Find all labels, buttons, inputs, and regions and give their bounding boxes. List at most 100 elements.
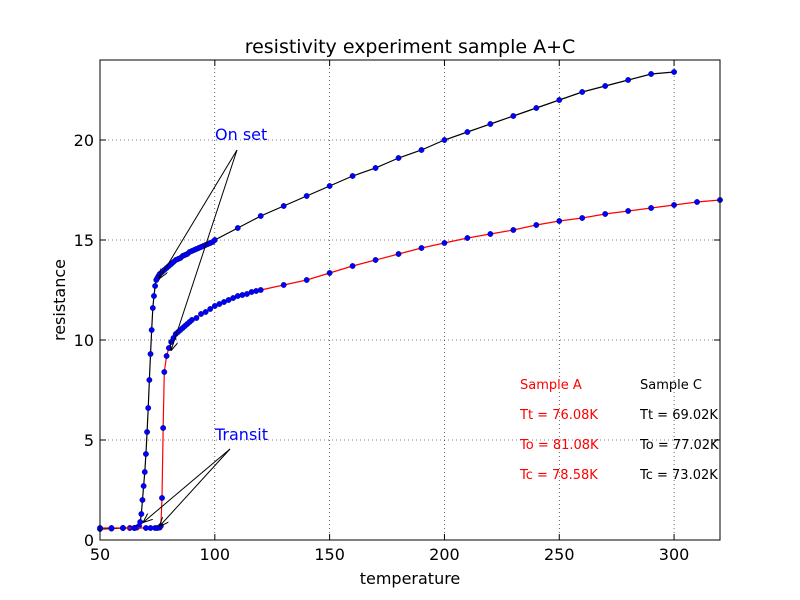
- y-tick-label: 10: [74, 331, 94, 350]
- data-point: [579, 89, 586, 95]
- sample-a-label: Sample A: [520, 378, 582, 393]
- data-point: [395, 251, 402, 257]
- data-point: [257, 213, 264, 219]
- data-point: [441, 240, 448, 246]
- data-point: [556, 97, 563, 103]
- y-axis-label: resistance: [50, 259, 69, 341]
- data-point: [151, 293, 157, 299]
- data-point: [139, 497, 146, 503]
- data-point: [152, 283, 159, 289]
- axis-ticks: 50 100 150 200 250 300 0 5 10 15 20: [74, 60, 720, 564]
- data-point: [234, 225, 241, 231]
- data-point: [464, 129, 471, 135]
- data-point: [144, 429, 150, 435]
- sample-c-to: To = 77.02K: [639, 438, 719, 453]
- data-point: [146, 377, 153, 383]
- data-point: [671, 69, 677, 75]
- data-point: [137, 519, 144, 525]
- data-point: [161, 369, 168, 375]
- data-point: [533, 222, 540, 228]
- data-point: [671, 202, 677, 208]
- y-tick-label: 0: [84, 531, 94, 550]
- data-point: [257, 287, 264, 293]
- data-point: [147, 351, 154, 357]
- series-1: [97, 197, 723, 531]
- data-point: [148, 327, 155, 333]
- data-point: [694, 199, 700, 205]
- data-point: [625, 208, 632, 214]
- data-point: [303, 277, 310, 283]
- data-point: [193, 315, 200, 321]
- data-point: [280, 282, 287, 288]
- data-point: [579, 215, 586, 221]
- data-point: [163, 353, 170, 359]
- sample-c-label: Sample C: [640, 378, 702, 393]
- annotation-arrow: [144, 448, 231, 522]
- data-point: [625, 77, 632, 83]
- data-point: [108, 525, 115, 531]
- x-tick-label: 200: [429, 545, 460, 564]
- data-point: [326, 183, 333, 189]
- x-tick-label: 300: [659, 545, 690, 564]
- data-point: [141, 469, 148, 475]
- x-tick-label: 150: [314, 545, 345, 564]
- annotation-arrow: [171, 149, 238, 350]
- x-tick-label: 100: [200, 545, 231, 564]
- plot-frame: [99, 59, 721, 541]
- data-point: [120, 525, 126, 531]
- data-point: [556, 218, 563, 224]
- data-point: [395, 155, 402, 161]
- data-point: [207, 306, 214, 312]
- data-point: [202, 309, 209, 315]
- annotation-arrow: [160, 448, 231, 526]
- data-point: [441, 137, 448, 143]
- data-point: [418, 147, 425, 153]
- x-axis-label: temperature: [360, 569, 461, 588]
- data-point: [159, 495, 165, 501]
- data-point: [131, 525, 138, 531]
- data-point: [145, 405, 152, 411]
- sample-c-tc: Tc = 73.02K: [639, 468, 718, 483]
- data-point: [160, 425, 167, 431]
- data-point: [211, 237, 218, 243]
- data-point: [372, 257, 379, 263]
- series-layer: [97, 69, 723, 532]
- data-point: [648, 205, 655, 211]
- data-point: [349, 173, 356, 179]
- data-point: [648, 71, 655, 77]
- data-point: [602, 83, 609, 89]
- data-point: [303, 193, 310, 199]
- data-point: [326, 270, 333, 276]
- data-point: [418, 245, 425, 251]
- data-point: [165, 345, 172, 351]
- data-point: [487, 121, 494, 127]
- data-point: [138, 511, 145, 517]
- data-point: [143, 451, 149, 457]
- data-point: [140, 483, 147, 489]
- sample-a-tt: Tt = 76.08K: [519, 408, 598, 423]
- data-point: [510, 113, 517, 119]
- sample-a-to: To = 81.08K: [519, 438, 599, 453]
- sample-c-tt: Tt = 69.02K: [639, 408, 718, 423]
- sample-a-tc: Tc = 78.58K: [519, 468, 598, 483]
- data-point: [464, 235, 471, 241]
- data-point: [533, 105, 540, 111]
- annotation-layer: [144, 149, 238, 526]
- data-point: [280, 203, 287, 209]
- data-point: [510, 227, 517, 233]
- annotation-arrow: [160, 149, 238, 278]
- y-tick-label: 5: [84, 431, 94, 450]
- data-point: [602, 211, 609, 217]
- data-point: [487, 231, 494, 237]
- chart-title: resistivity experiment sample A+C: [245, 36, 576, 58]
- x-tick-label: 50: [90, 545, 110, 564]
- annotation-onset: On set: [215, 125, 267, 144]
- y-tick-label: 20: [74, 131, 94, 150]
- data-point: [149, 305, 156, 311]
- annotation-transit: Transit: [214, 425, 268, 444]
- x-tick-label: 250: [544, 545, 575, 564]
- data-point: [349, 263, 356, 269]
- data-point: [372, 165, 379, 171]
